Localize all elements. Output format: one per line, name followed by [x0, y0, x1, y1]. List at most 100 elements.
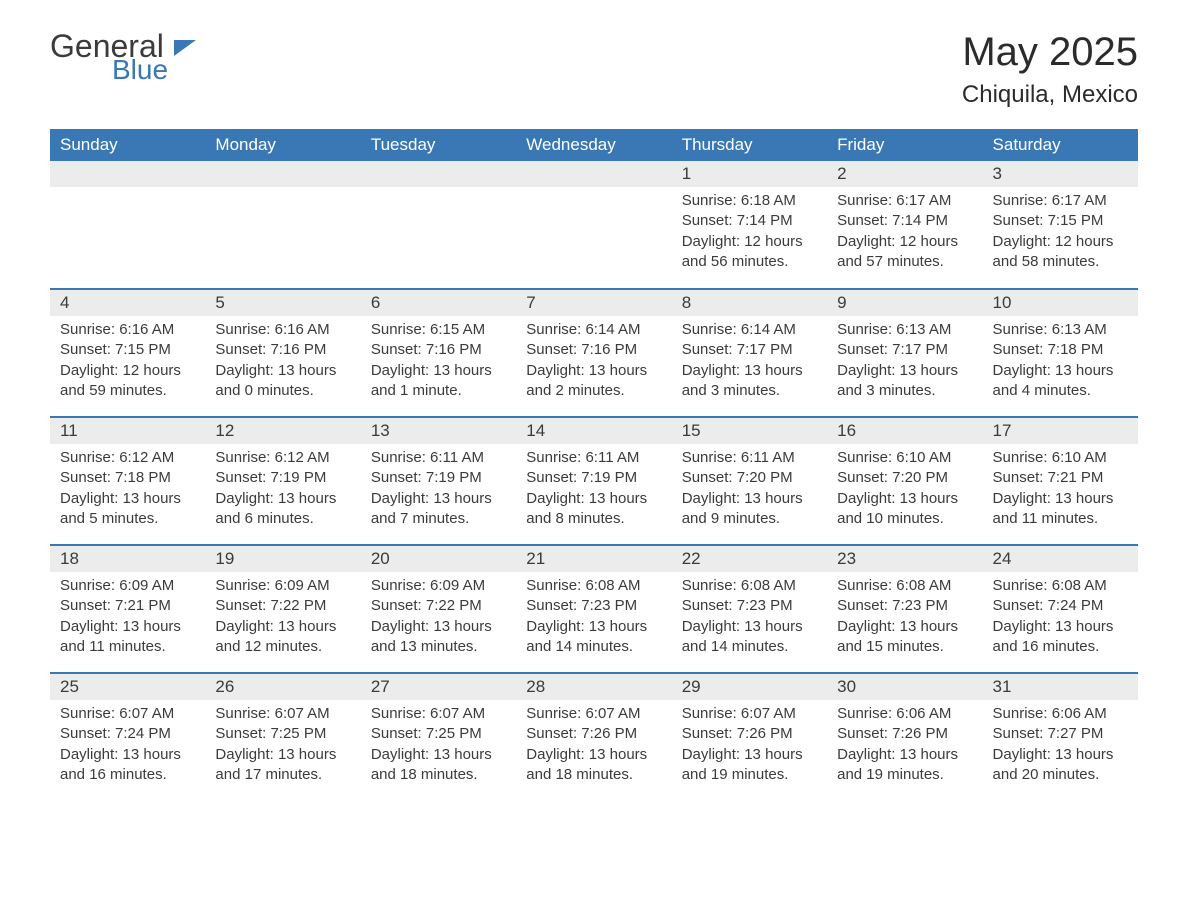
day-number: 4: [50, 290, 205, 316]
day-number: 31: [983, 674, 1138, 700]
calendar-week-row: 18Sunrise: 6:09 AMSunset: 7:21 PMDayligh…: [50, 545, 1138, 673]
day-number: 27: [361, 674, 516, 700]
day-details: Sunrise: 6:07 AMSunset: 7:26 PMDaylight:…: [672, 700, 827, 795]
calendar-day-cell: 21Sunrise: 6:08 AMSunset: 7:23 PMDayligh…: [516, 545, 671, 673]
daylight-text: Daylight: 13 hours and 18 minutes.: [371, 745, 506, 786]
sunset-text: Sunset: 7:23 PM: [682, 596, 817, 616]
daylight-text: Daylight: 13 hours and 10 minutes.: [837, 489, 972, 530]
empty-day: [205, 161, 360, 187]
calendar-day-cell: 19Sunrise: 6:09 AMSunset: 7:22 PMDayligh…: [205, 545, 360, 673]
sunset-text: Sunset: 7:17 PM: [837, 340, 972, 360]
sunset-text: Sunset: 7:23 PM: [837, 596, 972, 616]
sunrise-text: Sunrise: 6:07 AM: [60, 704, 195, 724]
day-number: 13: [361, 418, 516, 444]
sunset-text: Sunset: 7:24 PM: [993, 596, 1128, 616]
location-label: Chiquila, Mexico: [962, 81, 1138, 109]
calendar-header-row: Sunday Monday Tuesday Wednesday Thursday…: [50, 129, 1138, 161]
sunrise-text: Sunrise: 6:09 AM: [60, 576, 195, 596]
calendar-day-cell: 15Sunrise: 6:11 AMSunset: 7:20 PMDayligh…: [672, 417, 827, 545]
day-details: Sunrise: 6:09 AMSunset: 7:22 PMDaylight:…: [205, 572, 360, 667]
sunset-text: Sunset: 7:25 PM: [215, 724, 350, 744]
sunrise-text: Sunrise: 6:07 AM: [526, 704, 661, 724]
daylight-text: Daylight: 13 hours and 13 minutes.: [371, 617, 506, 658]
sunset-text: Sunset: 7:19 PM: [215, 468, 350, 488]
sunset-text: Sunset: 7:21 PM: [60, 596, 195, 616]
day-details: Sunrise: 6:15 AMSunset: 7:16 PMDaylight:…: [361, 316, 516, 411]
sunset-text: Sunset: 7:25 PM: [371, 724, 506, 744]
day-number: 16: [827, 418, 982, 444]
calendar-day-cell: 23Sunrise: 6:08 AMSunset: 7:23 PMDayligh…: [827, 545, 982, 673]
sunset-text: Sunset: 7:19 PM: [371, 468, 506, 488]
day-details: Sunrise: 6:08 AMSunset: 7:23 PMDaylight:…: [827, 572, 982, 667]
day-number: 22: [672, 546, 827, 572]
calendar-day-cell: 9Sunrise: 6:13 AMSunset: 7:17 PMDaylight…: [827, 289, 982, 417]
calendar-day-cell: 26Sunrise: 6:07 AMSunset: 7:25 PMDayligh…: [205, 673, 360, 801]
calendar-week-row: 25Sunrise: 6:07 AMSunset: 7:24 PMDayligh…: [50, 673, 1138, 801]
day-details: Sunrise: 6:12 AMSunset: 7:18 PMDaylight:…: [50, 444, 205, 539]
calendar-week-row: 11Sunrise: 6:12 AMSunset: 7:18 PMDayligh…: [50, 417, 1138, 545]
daylight-text: Daylight: 13 hours and 7 minutes.: [371, 489, 506, 530]
dayname-tuesday: Tuesday: [361, 129, 516, 161]
day-number: 1: [672, 161, 827, 187]
sunset-text: Sunset: 7:14 PM: [682, 211, 817, 231]
dayname-thursday: Thursday: [672, 129, 827, 161]
day-number: 30: [827, 674, 982, 700]
sunrise-text: Sunrise: 6:13 AM: [837, 320, 972, 340]
day-details: Sunrise: 6:09 AMSunset: 7:21 PMDaylight:…: [50, 572, 205, 667]
calendar-day-cell: 1Sunrise: 6:18 AMSunset: 7:14 PMDaylight…: [672, 161, 827, 289]
sunrise-text: Sunrise: 6:08 AM: [837, 576, 972, 596]
sunset-text: Sunset: 7:27 PM: [993, 724, 1128, 744]
daylight-text: Daylight: 13 hours and 0 minutes.: [215, 361, 350, 402]
sunset-text: Sunset: 7:22 PM: [215, 596, 350, 616]
sunrise-text: Sunrise: 6:17 AM: [837, 191, 972, 211]
day-number: 17: [983, 418, 1138, 444]
sunset-text: Sunset: 7:18 PM: [60, 468, 195, 488]
title-block: May 2025 Chiquila, Mexico: [962, 30, 1138, 109]
daylight-text: Daylight: 13 hours and 17 minutes.: [215, 745, 350, 786]
daylight-text: Daylight: 13 hours and 1 minute.: [371, 361, 506, 402]
day-details: Sunrise: 6:11 AMSunset: 7:19 PMDaylight:…: [516, 444, 671, 539]
day-details: Sunrise: 6:07 AMSunset: 7:25 PMDaylight:…: [361, 700, 516, 795]
day-number: 28: [516, 674, 671, 700]
day-number: 24: [983, 546, 1138, 572]
sunset-text: Sunset: 7:22 PM: [371, 596, 506, 616]
calendar-day-cell: 18Sunrise: 6:09 AMSunset: 7:21 PMDayligh…: [50, 545, 205, 673]
daylight-text: Daylight: 13 hours and 14 minutes.: [682, 617, 817, 658]
calendar-day-cell: 13Sunrise: 6:11 AMSunset: 7:19 PMDayligh…: [361, 417, 516, 545]
sunrise-text: Sunrise: 6:08 AM: [526, 576, 661, 596]
calendar-day-cell: 6Sunrise: 6:15 AMSunset: 7:16 PMDaylight…: [361, 289, 516, 417]
day-details: Sunrise: 6:12 AMSunset: 7:19 PMDaylight:…: [205, 444, 360, 539]
daylight-text: Daylight: 13 hours and 16 minutes.: [993, 617, 1128, 658]
daylight-text: Daylight: 13 hours and 4 minutes.: [993, 361, 1128, 402]
day-details: Sunrise: 6:09 AMSunset: 7:22 PMDaylight:…: [361, 572, 516, 667]
calendar-day-cell: 27Sunrise: 6:07 AMSunset: 7:25 PMDayligh…: [361, 673, 516, 801]
calendar-day-cell: [516, 161, 671, 289]
day-details: Sunrise: 6:13 AMSunset: 7:17 PMDaylight:…: [827, 316, 982, 411]
day-details: Sunrise: 6:16 AMSunset: 7:15 PMDaylight:…: [50, 316, 205, 411]
brand-part2: Blue: [112, 56, 168, 84]
day-number: 8: [672, 290, 827, 316]
day-details: Sunrise: 6:07 AMSunset: 7:26 PMDaylight:…: [516, 700, 671, 795]
sunrise-text: Sunrise: 6:10 AM: [993, 448, 1128, 468]
calendar-day-cell: 29Sunrise: 6:07 AMSunset: 7:26 PMDayligh…: [672, 673, 827, 801]
sunset-text: Sunset: 7:15 PM: [993, 211, 1128, 231]
day-number: 9: [827, 290, 982, 316]
day-details: Sunrise: 6:06 AMSunset: 7:27 PMDaylight:…: [983, 700, 1138, 795]
calendar-day-cell: 17Sunrise: 6:10 AMSunset: 7:21 PMDayligh…: [983, 417, 1138, 545]
sunrise-text: Sunrise: 6:11 AM: [682, 448, 817, 468]
sunset-text: Sunset: 7:16 PM: [371, 340, 506, 360]
calendar-day-cell: 3Sunrise: 6:17 AMSunset: 7:15 PMDaylight…: [983, 161, 1138, 289]
calendar-day-cell: 2Sunrise: 6:17 AMSunset: 7:14 PMDaylight…: [827, 161, 982, 289]
calendar-day-cell: 5Sunrise: 6:16 AMSunset: 7:16 PMDaylight…: [205, 289, 360, 417]
day-details: Sunrise: 6:11 AMSunset: 7:20 PMDaylight:…: [672, 444, 827, 539]
sunrise-text: Sunrise: 6:08 AM: [682, 576, 817, 596]
page-header: General Blue May 2025 Chiquila, Mexico: [50, 30, 1138, 109]
calendar-week-row: 4Sunrise: 6:16 AMSunset: 7:15 PMDaylight…: [50, 289, 1138, 417]
daylight-text: Daylight: 13 hours and 8 minutes.: [526, 489, 661, 530]
sunset-text: Sunset: 7:18 PM: [993, 340, 1128, 360]
day-number: 15: [672, 418, 827, 444]
sunset-text: Sunset: 7:26 PM: [837, 724, 972, 744]
sunset-text: Sunset: 7:14 PM: [837, 211, 972, 231]
day-details: Sunrise: 6:06 AMSunset: 7:26 PMDaylight:…: [827, 700, 982, 795]
day-number: 23: [827, 546, 982, 572]
